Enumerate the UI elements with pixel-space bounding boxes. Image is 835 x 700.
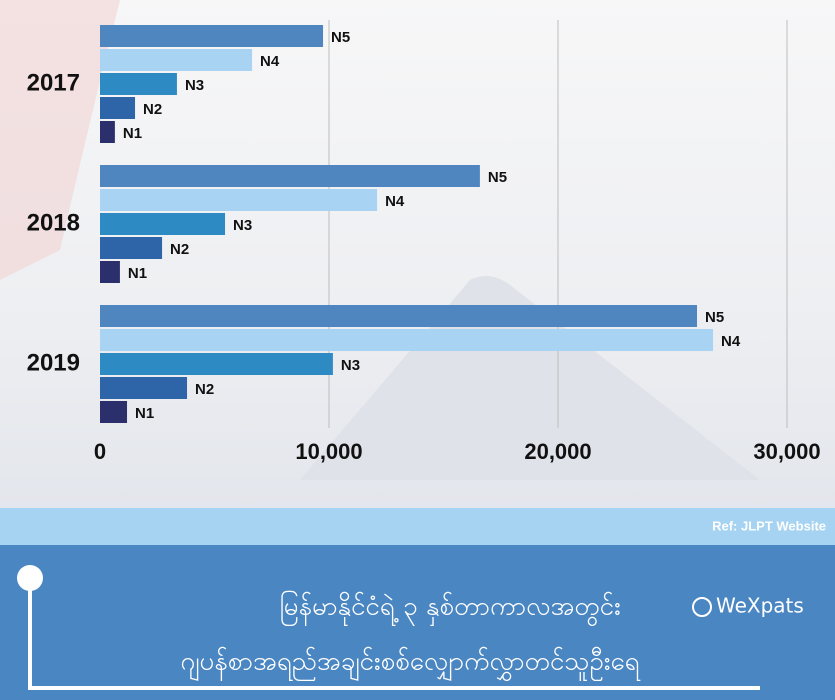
title-line: မြန်မာနိုင်ငံရဲ့ ၃ နှစ်တာကာလအတွင်း bbox=[279, 589, 620, 627]
brand: WeXpats bbox=[716, 594, 804, 618]
brand-icon bbox=[692, 597, 712, 617]
bar bbox=[100, 121, 115, 143]
bar-label: N5 bbox=[705, 309, 724, 326]
bar bbox=[100, 401, 128, 423]
bar-label: N4 bbox=[260, 53, 280, 70]
bar bbox=[100, 189, 378, 211]
bar bbox=[100, 73, 177, 95]
bar bbox=[100, 237, 163, 259]
pin-line bbox=[28, 590, 760, 690]
bar-label: N5 bbox=[331, 29, 350, 46]
bar-label: N2 bbox=[170, 241, 189, 258]
bar-label: N4 bbox=[721, 333, 741, 350]
bar bbox=[100, 261, 120, 283]
ref-text: Ref: JLPT Website bbox=[712, 518, 826, 533]
bar bbox=[100, 329, 714, 351]
category-label: 2018 bbox=[27, 209, 80, 236]
bar-label: N2 bbox=[195, 381, 214, 398]
x-tick-label: 10,000 bbox=[295, 439, 362, 464]
bar bbox=[100, 213, 226, 235]
bar-label: N3 bbox=[185, 77, 204, 94]
bar-label: N1 bbox=[123, 125, 142, 142]
bar bbox=[100, 49, 253, 71]
title-band bbox=[0, 545, 835, 700]
maple-decoration bbox=[0, 0, 120, 280]
x-tick-label: 20,000 bbox=[524, 439, 591, 464]
bar-label: N4 bbox=[385, 193, 405, 210]
mountain-decoration bbox=[300, 276, 760, 480]
title-line: ဂျပန်စာအရည်အချင်းစစ်လျှောက်လွှာတင်သူဦးရေ bbox=[180, 646, 641, 682]
x-tick-label: 0 bbox=[94, 439, 106, 464]
ref-band bbox=[0, 508, 835, 545]
bar-label: N2 bbox=[143, 101, 162, 118]
bar-label: N1 bbox=[128, 265, 147, 282]
bar-label: N1 bbox=[135, 405, 154, 422]
bar-label: N3 bbox=[233, 217, 252, 234]
bar-label: N5 bbox=[488, 169, 507, 186]
category-label: 2017 bbox=[27, 69, 80, 96]
bar bbox=[100, 377, 188, 399]
pin bbox=[17, 565, 43, 591]
x-tick-label: 30,000 bbox=[753, 439, 820, 464]
bar bbox=[100, 25, 324, 47]
category-label: 2019 bbox=[27, 349, 80, 376]
bar-label: N3 bbox=[341, 357, 360, 374]
bar bbox=[100, 165, 480, 187]
bar bbox=[100, 97, 136, 119]
bar bbox=[100, 353, 333, 375]
bar bbox=[100, 305, 698, 327]
